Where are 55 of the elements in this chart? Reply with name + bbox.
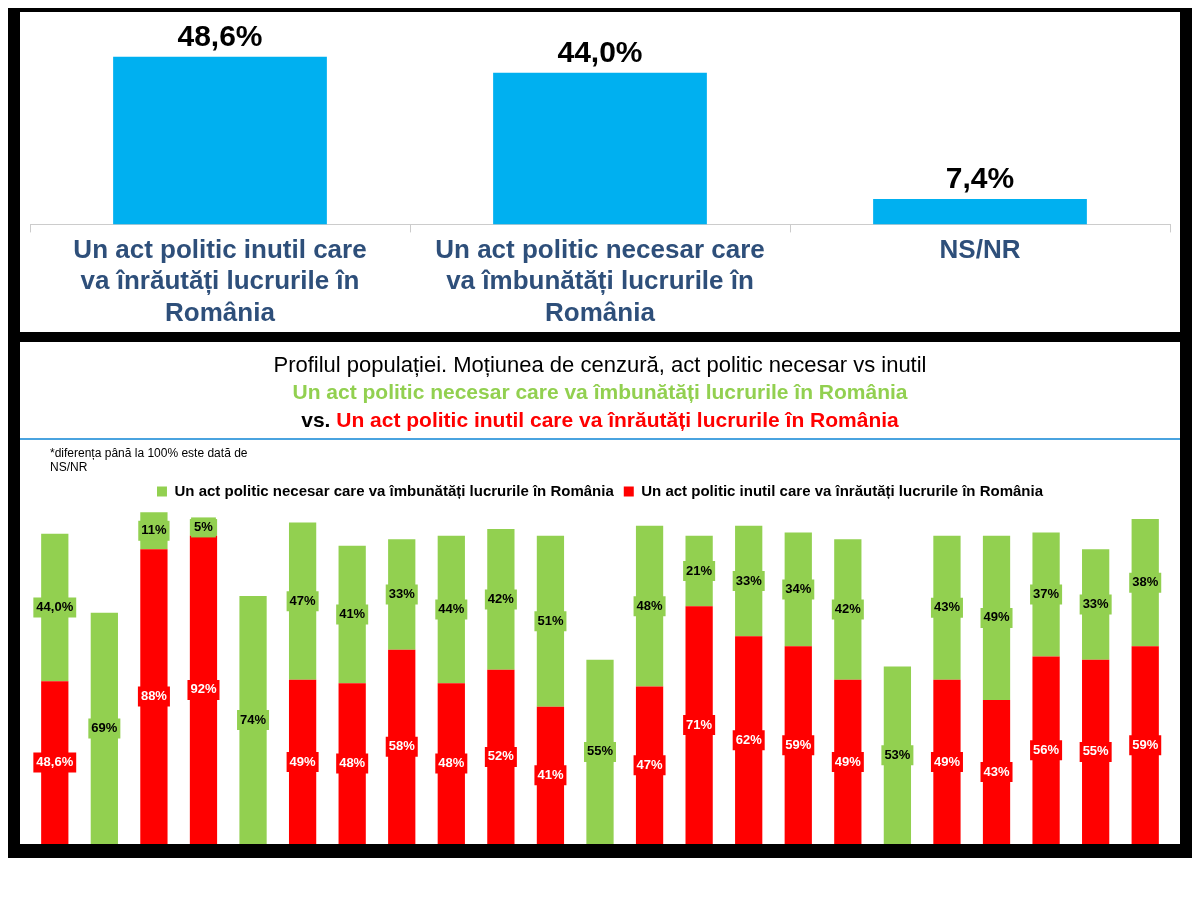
text: Un act politic necesar care va îmbunătăți lucrurile în România [292, 380, 908, 403]
data-label: 59% [1132, 736, 1159, 752]
data-label: 42% [834, 601, 862, 617]
legend-label: Un act politic inutil care va înrăutăți lucrurile în România [641, 481, 1044, 499]
data-label: 74% [240, 711, 267, 727]
data-label: 7,4% [945, 161, 1015, 195]
data-label: 43% [933, 599, 961, 615]
data-label: 51% [537, 612, 564, 628]
data-label: 88% [140, 688, 168, 704]
data-label: 41% [339, 606, 366, 622]
data-label: 33% [388, 586, 416, 601]
data-label: 53% [884, 746, 911, 762]
text: *diferența până la 100% este dată de NS/NR [50, 445, 249, 474]
data-label: 49% [834, 753, 862, 769]
x-tick-label: NS/NR [939, 234, 1021, 265]
data-label: 33% [735, 572, 763, 588]
data-label: 59% [785, 736, 812, 752]
data-label: 52% [487, 748, 515, 764]
data-label: 48% [636, 597, 664, 613]
data-label: 47% [289, 592, 317, 608]
data-label: 44% [438, 601, 465, 617]
x-tick-label: Un act politic inutil care va înrăutăți lucrurile în România [73, 234, 367, 327]
data-label: 56% [1033, 741, 1060, 757]
data-label: 48,6% [177, 19, 263, 53]
data-label: 37% [1033, 586, 1060, 601]
data-label: 49% [289, 753, 317, 769]
chart-title: Profilul populației. Moțiunea de cenzură, act politic necesar vs inutil [272, 351, 928, 378]
data-label: 48% [438, 755, 465, 771]
data-label: 58% [388, 738, 416, 754]
legend-label: Un act politic necesar care va îmbunătăți lucrurile în România [174, 481, 615, 499]
data-label: 55% [1082, 743, 1110, 759]
data-label: 41% [537, 766, 564, 782]
data-label: 44,0% [557, 34, 643, 68]
data-label: 49% [983, 609, 1010, 625]
data-label: 71% [686, 716, 713, 732]
data-label: 48,6% [36, 754, 74, 770]
data-label: 42% [487, 591, 515, 607]
data-label: 21% [686, 562, 713, 578]
data-label: 38% [1132, 574, 1159, 590]
x-tick-label: Un act politic necesar care va îmbunătăți lucrurile în România [435, 234, 765, 327]
data-label: 5% [194, 519, 214, 534]
data-label: 69% [91, 720, 118, 735]
data-label: 33% [1082, 596, 1110, 612]
data-label: 62% [735, 731, 763, 747]
data-label: 47% [636, 756, 664, 772]
text: Un act politic inutil care va înrăutăți lucrurile în România [336, 408, 899, 431]
data-label: 44,0% [36, 599, 74, 615]
data-label: 43% [983, 763, 1010, 779]
data-label: 48% [339, 755, 366, 771]
data-label: 49% [933, 753, 961, 769]
data-label: 55% [586, 743, 614, 759]
text: vs. [301, 408, 331, 431]
data-label: 34% [785, 580, 812, 596]
data-label: 11% [141, 522, 167, 538]
data-label: 92% [190, 681, 217, 697]
